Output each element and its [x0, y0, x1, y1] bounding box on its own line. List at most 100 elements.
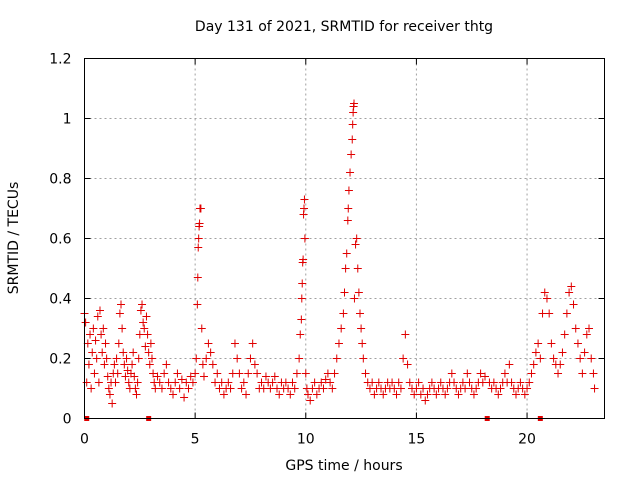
data-point [326, 378, 335, 387]
data-point [184, 384, 193, 393]
data-point [350, 294, 359, 303]
data-point [235, 369, 244, 378]
data-point [494, 390, 503, 399]
data-point [194, 243, 203, 252]
data-point [81, 318, 90, 327]
data-point [143, 330, 152, 339]
data-point [556, 360, 565, 369]
data-point [275, 390, 284, 399]
data-point [348, 120, 357, 129]
data-point [213, 369, 222, 378]
data-point [206, 348, 215, 357]
data-point [191, 369, 200, 378]
data-point [436, 378, 445, 387]
data-point [129, 348, 138, 357]
data-point [396, 384, 405, 393]
data-point [226, 384, 235, 393]
data-point [545, 309, 554, 318]
x-axis-label: GPS time / hours [285, 458, 402, 474]
data-point [578, 369, 587, 378]
data-point [489, 378, 498, 387]
data-point [102, 354, 111, 363]
data-point [392, 390, 401, 399]
y-tick-label: 0.4 [49, 292, 71, 308]
data-point [525, 378, 534, 387]
data-point [115, 309, 124, 318]
data-point [353, 264, 362, 273]
data-point [82, 378, 91, 387]
data-point [93, 312, 102, 321]
data-point [146, 339, 155, 348]
data-point [135, 330, 144, 339]
data-point [169, 390, 178, 399]
data-point [520, 390, 529, 399]
data-point [297, 315, 306, 324]
data-point [268, 378, 277, 387]
data-point [582, 330, 591, 339]
data-point [317, 378, 326, 387]
data-point [292, 369, 301, 378]
data-point [370, 390, 379, 399]
axes-layer: 0 0.2 0.4 0.6 0.8 1 1.2 0 5 10 15 20 [49, 52, 605, 448]
chart-title: Day 131 of 2021, SRMTID for receiver tht… [195, 19, 493, 35]
data-point [352, 234, 361, 243]
data-point [108, 399, 117, 408]
data-point [361, 369, 370, 378]
data-point [144, 348, 153, 357]
data-point [104, 384, 113, 393]
data-point [204, 339, 213, 348]
data-point [128, 360, 137, 369]
data-point [576, 354, 585, 363]
data-point [133, 378, 142, 387]
data-point [105, 390, 114, 399]
data-point [355, 309, 364, 318]
data-point [131, 384, 140, 393]
data-point [542, 294, 551, 303]
data-point [432, 390, 441, 399]
data-point [394, 378, 403, 387]
data-point [84, 360, 93, 369]
data-point [173, 369, 182, 378]
data-point [242, 390, 251, 399]
data-point [414, 378, 423, 387]
data-point [186, 372, 195, 381]
data-point [188, 378, 197, 387]
data-point [160, 369, 169, 378]
data-point [120, 360, 129, 369]
data-points [80, 99, 599, 408]
data-point [117, 300, 126, 309]
y-axis-label: SRMTID / TECUs [6, 182, 22, 295]
data-point [295, 354, 304, 363]
data-point [337, 324, 346, 333]
data-point [476, 369, 485, 378]
data-point [286, 390, 295, 399]
data-point [147, 354, 156, 363]
data-point [443, 384, 452, 393]
data-point [306, 396, 315, 405]
data-point [401, 330, 410, 339]
data-point [261, 372, 270, 381]
data-point [300, 204, 309, 213]
data-point [547, 339, 556, 348]
data-point [554, 369, 563, 378]
data-point [527, 369, 536, 378]
data-point [573, 339, 582, 348]
data-point [481, 372, 490, 381]
data-point [523, 384, 532, 393]
data-point [149, 369, 158, 378]
data-point [585, 324, 594, 333]
data-point [194, 234, 203, 243]
data-point [139, 318, 148, 327]
y-tick-label: 0 [63, 412, 72, 428]
data-point [112, 354, 121, 363]
data-point [343, 216, 352, 225]
data-point [339, 309, 348, 318]
data-point [511, 390, 520, 399]
x-tick-label: 5 [191, 432, 200, 448]
data-point [450, 378, 459, 387]
data-point [496, 384, 505, 393]
data-point [130, 372, 139, 381]
data-point [379, 390, 388, 399]
data-point [580, 348, 589, 357]
data-point [253, 369, 262, 378]
